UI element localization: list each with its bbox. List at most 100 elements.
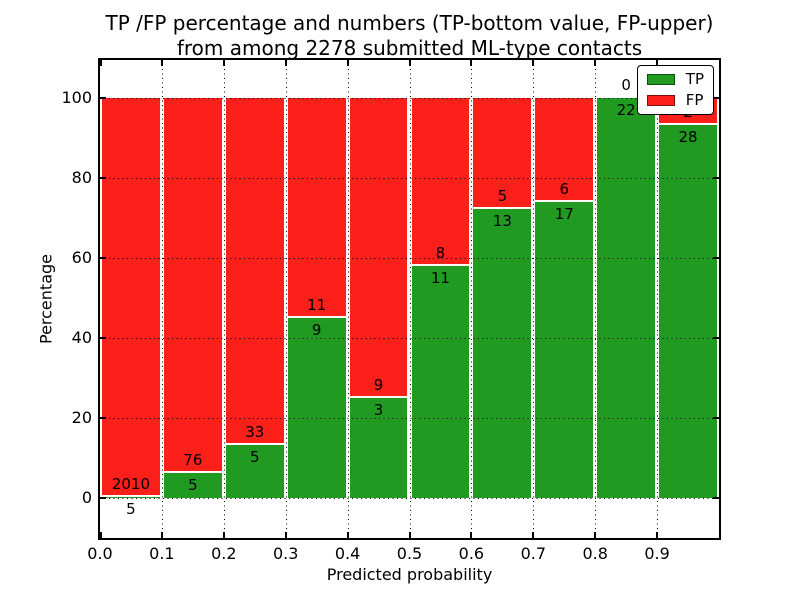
fp-count-label: 8 (435, 244, 446, 263)
x-tick-bottom (346, 532, 349, 538)
x-tick-top (160, 60, 163, 66)
legend-item-tp: TP (646, 70, 704, 88)
x-tick-label: 0.9 (644, 544, 670, 563)
fp-count-label: 33 (245, 423, 265, 442)
tp-legend-swatch (646, 74, 675, 85)
fp-bar (102, 98, 160, 497)
x-tick-label: 0.0 (87, 544, 113, 563)
x-tick-label: 0.7 (520, 544, 547, 563)
y-tick-left (100, 97, 106, 99)
tp-count-label: 17 (554, 205, 574, 224)
v-gridline (223, 60, 225, 538)
fp-legend-label: FP (685, 91, 704, 109)
v-gridline (595, 60, 597, 538)
fp-count-label: 9 (373, 376, 384, 394)
v-gridline (161, 60, 163, 538)
x-tick-bottom (594, 532, 597, 538)
fp-legend-swatch (646, 95, 675, 106)
y-tick-label: 60 (71, 248, 92, 267)
legend-item-fp: FP (646, 91, 704, 109)
y-tick-label: 0 (81, 488, 92, 507)
chart-title: TP /FP percentage and numbers (TP-bottom… (100, 11, 719, 61)
x-tick-top (470, 60, 473, 66)
x-tick-top (346, 60, 349, 66)
y-tick-left (100, 497, 106, 499)
fp-count-label: 11 (307, 296, 327, 314)
tp-bar (349, 398, 408, 498)
tp-bar (597, 98, 656, 498)
fp-bar (225, 98, 284, 446)
x-tick-bottom (160, 532, 163, 538)
fp-count-label: 0 (621, 76, 631, 94)
x-tick-top (532, 60, 535, 66)
fp-bar (411, 98, 470, 267)
tp-bar (659, 124, 717, 498)
v-gridline (657, 60, 659, 538)
chart-title-line2: from among 2278 submitted ML-type contac… (176, 36, 643, 60)
x-tick-label: 0.6 (458, 544, 485, 563)
legend: TP FP (636, 65, 714, 115)
y-tick-right (713, 97, 719, 99)
fp-bar (163, 98, 222, 474)
tp-bar (225, 445, 284, 498)
chart-title-line1: TP /FP percentage and numbers (TP-bottom… (105, 11, 714, 35)
tp-count-label: 5 (126, 500, 136, 518)
y-tick-right (713, 497, 719, 499)
y-tick-right (713, 177, 719, 179)
fp-count-label: 76 (183, 451, 203, 470)
y-tick-label: 100 (61, 88, 92, 107)
x-tick-label: 0.1 (149, 544, 175, 563)
tp-legend-label: TP (685, 70, 704, 88)
x-tick-top (100, 60, 102, 66)
tp-count-label: 28 (678, 127, 698, 146)
y-tick-label: 20 (71, 408, 92, 427)
x-tick-top (408, 60, 411, 66)
tp-bar (473, 209, 532, 498)
x-tick-bottom (100, 532, 102, 538)
tp-bar (287, 318, 346, 498)
x-tick-bottom (284, 532, 287, 538)
x-tick-bottom (470, 532, 473, 538)
x-tick-top (284, 60, 287, 66)
x-tick-bottom (408, 532, 411, 538)
plot-area: TP FP 2010576533511993811513617022228 (100, 60, 719, 538)
tp-count-label: 3 (373, 401, 384, 419)
y-tick-label: 40 (71, 328, 92, 347)
x-tick-top (222, 60, 225, 66)
y-tick-left (100, 337, 106, 339)
fp-count-label: 6 (559, 180, 570, 199)
fp-count-label: 5 (497, 187, 508, 206)
y-tick-label: 80 (71, 168, 92, 187)
y-tick-left (100, 257, 106, 259)
tp-count-label: 11 (430, 269, 450, 288)
x-tick-label: 0.2 (211, 544, 237, 563)
tp-count-label: 5 (188, 476, 198, 495)
tp-bar (535, 202, 594, 498)
tp-count-label: 9 (311, 321, 322, 339)
v-gridline (533, 60, 535, 538)
fp-bar (535, 98, 594, 203)
x-tick-top (594, 60, 597, 66)
x-tick-label: 0.3 (272, 544, 299, 563)
y-tick-left (100, 177, 106, 179)
v-gridline (285, 60, 287, 538)
x-tick-label: 0.5 (396, 544, 423, 563)
v-gridline (471, 60, 473, 538)
x-tick-bottom (656, 532, 659, 538)
x-tick-bottom (532, 532, 535, 538)
tp-count-label: 22 (616, 101, 636, 119)
tp-count-label: 13 (492, 212, 512, 231)
x-tick-label: 0.4 (334, 544, 361, 563)
fp-bar (287, 98, 346, 318)
x-tick-bottom (222, 532, 225, 538)
tp-bar (411, 266, 470, 498)
v-gridline (409, 60, 411, 538)
y-tick-right (713, 417, 719, 419)
tp-bar (163, 473, 222, 498)
v-gridline (347, 60, 349, 538)
tp-bar (102, 497, 160, 498)
tp-count-label: 5 (249, 448, 260, 467)
x-axis-label: Predicted probability (326, 565, 493, 584)
y-tick-right (713, 257, 719, 259)
